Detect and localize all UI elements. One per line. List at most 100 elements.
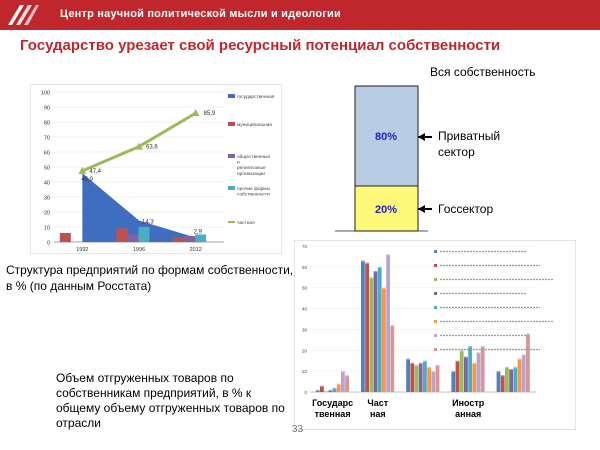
chart1-y-tick: 80	[44, 121, 50, 127]
private-sector-percent: 80%	[375, 131, 397, 143]
chart1-bar	[184, 236, 196, 242]
chart3-bar	[500, 375, 505, 392]
chart3-bar-highlight	[345, 375, 349, 377]
chart3-bar-highlight	[427, 366, 431, 369]
chart1-bar	[127, 234, 139, 242]
chart3-bar-highlight	[451, 371, 456, 373]
chart3-bar-highlight	[435, 364, 440, 367]
chart3-bar-highlight	[468, 346, 472, 348]
chart1-y-tick: 90	[44, 106, 50, 112]
chart3-bar	[410, 362, 415, 392]
chart3-bar	[328, 389, 333, 392]
chart3-bar-highlight	[472, 362, 477, 364]
chart3-bar	[459, 350, 464, 392]
chart1-bar	[138, 227, 150, 242]
chart3-bar	[513, 366, 518, 392]
chart3-bar	[423, 360, 427, 392]
state-sector-segment	[354, 185, 419, 232]
chart1-y-tick: 40	[44, 181, 50, 187]
chart3-legend-swatch	[434, 292, 437, 295]
chart1-legend-label: частная	[237, 221, 255, 226]
state-sector-label: Госсектор	[438, 202, 494, 216]
chart3-bar	[341, 371, 345, 392]
chart1-bar	[59, 233, 71, 242]
chart3-y-tick: 50	[302, 286, 308, 291]
chart1-y-tick: 100	[41, 91, 50, 97]
chart3-bar	[427, 366, 431, 392]
chart3-bar-highlight	[382, 287, 386, 289]
page-number: 33	[292, 424, 304, 435]
chart3-bar	[509, 369, 513, 392]
chart3-legend-swatch	[434, 348, 437, 351]
state-sector-percent: 20%	[375, 204, 397, 216]
chart3-bar-highlight	[336, 383, 341, 385]
chart3-bar-highlight	[431, 371, 436, 373]
chart1-line-marker	[191, 109, 200, 117]
chart3-bar-highlight	[328, 389, 333, 392]
chart1-x-tick: 2012	[190, 247, 202, 253]
private-sector-label: Приватный сектор	[438, 129, 501, 159]
chart3-bar	[390, 325, 395, 392]
chart1-legend-swatch	[228, 94, 235, 98]
chart1-y-tick: 60	[44, 151, 50, 157]
slide-title: Государство урезает свой ресурсный потен…	[20, 37, 501, 54]
chart3-bar	[472, 362, 477, 392]
chart3-bar	[455, 360, 460, 392]
chart3-bar	[406, 358, 410, 392]
chart1-legend-label: общественные и религиозные организации	[237, 154, 270, 177]
chart3-bar	[365, 262, 369, 392]
state-sector-pointer-head	[418, 205, 425, 213]
chart1-bar	[173, 237, 185, 242]
chart3-bar-highlight	[500, 375, 505, 377]
chart3-bar	[464, 356, 468, 392]
chart1-bar	[116, 228, 128, 242]
chart1-y-tick: 70	[44, 136, 50, 142]
chart3-bar-highlight	[464, 356, 468, 358]
chart3-bar-highlight	[509, 369, 513, 371]
chart3-y-tick: 30	[302, 327, 308, 332]
chart3-bar	[386, 254, 390, 392]
chart1-legend-swatch	[228, 122, 235, 126]
logo-icon	[8, 5, 39, 25]
shipments-caption: Объем отгруженных товаров по собственник…	[56, 371, 285, 430]
chart3-bar	[320, 385, 324, 392]
chart3-bar	[526, 333, 530, 392]
chart3-bar-highlight	[526, 333, 530, 335]
chart1-y-tick: 0	[47, 241, 50, 247]
private-sector-pointer-head	[418, 133, 425, 141]
chart3-bar-highlight	[390, 325, 395, 327]
chart3-bar-highlight	[361, 260, 365, 262]
chart3-bar-highlight	[513, 366, 518, 369]
chart3-bar-highlight	[480, 346, 485, 348]
chart3-legend-swatch	[434, 320, 437, 323]
chart3-bar	[336, 383, 341, 392]
ownership-structure-chart: 0 10 20 30 40 50 60 70 80 90 100 47,4 63,6 85,9 45,9 14…	[30, 84, 282, 254]
chart3-bar	[373, 271, 378, 392]
chart1-legend-swatch	[228, 186, 235, 190]
chart1-data-label: 14,3	[142, 220, 154, 226]
shipments-by-owner-chart: 0 10 20 30 40 50 60 70 Государс твенная Част ная Ино…	[294, 240, 576, 430]
chart3-bar	[468, 346, 472, 392]
chart3-bar-highlight	[459, 350, 464, 352]
chart3-bar	[435, 364, 440, 392]
chart3-bar-highlight	[315, 389, 320, 392]
chart3-bar	[414, 364, 419, 392]
chart3-legend-swatch	[434, 306, 437, 309]
chart3-category-label: Иностр анная	[452, 398, 485, 419]
chart3-bar	[418, 362, 423, 392]
chart3-bar	[369, 277, 374, 392]
chart1-y-tick: 50	[44, 166, 50, 172]
chart1-legend-label: прочие формы собственности	[237, 186, 271, 198]
chart1-legend-swatch	[228, 154, 235, 158]
chart3-bar-highlight	[410, 362, 415, 364]
chart3-bar	[451, 371, 456, 392]
private-sector-segment	[354, 85, 419, 187]
chart3-bar-highlight	[373, 271, 378, 273]
chart3-bar	[361, 260, 365, 392]
chart3-y-tick: 40	[302, 307, 308, 312]
chart3-bar-highlight	[423, 360, 427, 362]
chart3-bar	[496, 371, 501, 392]
chart1-data-label: 2,9	[194, 230, 203, 236]
chart1-line-marker	[135, 142, 143, 150]
chart3-bar-highlight	[521, 354, 526, 356]
